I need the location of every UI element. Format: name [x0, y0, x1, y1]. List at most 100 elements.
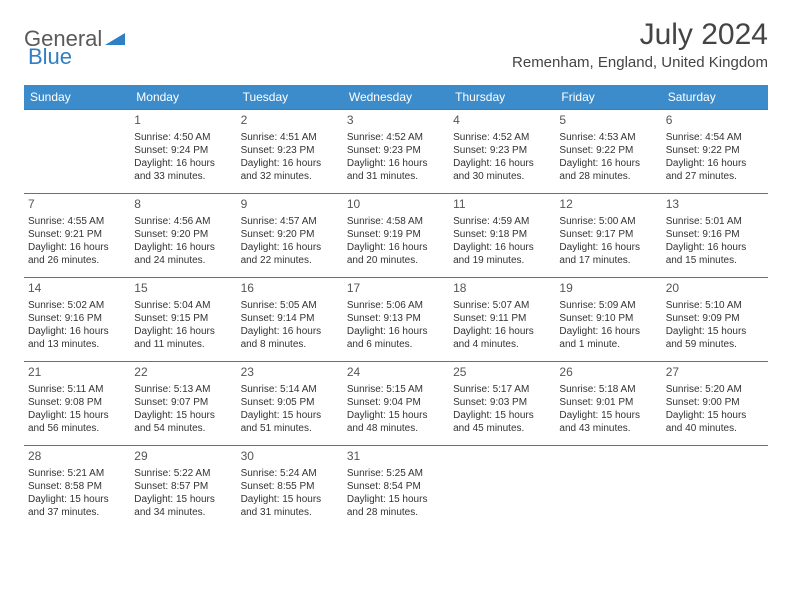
daylight-line: Daylight: 16 hours and 6 minutes.	[347, 325, 445, 351]
sunrise-line: Sunrise: 4:53 AM	[559, 131, 657, 144]
calendar-cell	[24, 110, 130, 194]
sunrise-line: Sunrise: 4:50 AM	[134, 131, 232, 144]
sunrise-line: Sunrise: 5:02 AM	[28, 299, 126, 312]
day-number: 18	[453, 281, 551, 297]
daylight-line: Daylight: 16 hours and 20 minutes.	[347, 241, 445, 267]
daylight-line: Daylight: 16 hours and 13 minutes.	[28, 325, 126, 351]
calendar-cell: 29Sunrise: 5:22 AMSunset: 8:57 PMDayligh…	[130, 446, 236, 530]
calendar-cell: 20Sunrise: 5:10 AMSunset: 9:09 PMDayligh…	[662, 278, 768, 362]
sunset-line: Sunset: 9:14 PM	[241, 312, 339, 325]
calendar-cell: 2Sunrise: 4:51 AMSunset: 9:23 PMDaylight…	[237, 110, 343, 194]
calendar-row: 28 Sunrise: 5:21 AMSunset: 8:58 PM Dayligh…	[24, 446, 768, 530]
sunrise-line: Sunrise: 4:58 AM	[347, 215, 445, 228]
day-number: 19	[559, 281, 657, 297]
day-number: 20	[666, 281, 764, 297]
sunrise-line: Sunrise: 4:52 AM	[453, 131, 551, 144]
day-number: 28	[28, 449, 126, 465]
col-sun: Sunday	[24, 85, 130, 110]
day-number: 17	[347, 281, 445, 297]
sunset-line: Sunset: 9:19 PM	[347, 228, 445, 241]
sunset-line: Sunset: 9:23 PM	[453, 144, 551, 157]
sunset-line: Sunset: 9:01 PM	[559, 396, 657, 409]
sunset-line: Sunset: 8:54 PM	[347, 480, 445, 493]
sunrise-line: Sunrise: 5:25 AM	[347, 467, 445, 480]
page-header: General July 2024 Remenham, England, Uni…	[24, 18, 768, 71]
calendar-table: Sunday Monday Tuesday Wednesday Thursday…	[24, 85, 768, 530]
day-number: 3	[347, 113, 445, 129]
daylight-line: Daylight: 16 hours and 24 minutes.	[134, 241, 232, 267]
sunrise-line: Sunrise: 5:13 AM	[134, 383, 232, 396]
sunset-line: Sunset: 9:23 PM	[347, 144, 445, 157]
calendar-cell: 1Sunrise: 4:50 AMSunset: 9:24 PMDaylight…	[130, 110, 236, 194]
sunrise-line: Sunrise: 5:06 AM	[347, 299, 445, 312]
month-title: July 2024	[512, 18, 768, 52]
day-number: 31	[347, 449, 445, 465]
calendar-cell: 12Sunrise: 5:00 AMSunset: 9:17 PMDayligh…	[555, 194, 661, 278]
sunrise-line: Sunrise: 5:07 AM	[453, 299, 551, 312]
daylight-line: Daylight: 16 hours and 22 minutes.	[241, 241, 339, 267]
col-fri: Friday	[555, 85, 661, 110]
calendar-cell: 6Sunrise: 4:54 AMSunset: 9:22 PMDaylight…	[662, 110, 768, 194]
location-text: Remenham, England, United Kingdom	[512, 54, 768, 71]
sunset-line: Sunset: 9:20 PM	[241, 228, 339, 241]
day-number: 21	[28, 365, 126, 381]
calendar-cell: 8Sunrise: 4:56 AMSunset: 9:20 PMDaylight…	[130, 194, 236, 278]
daylight-line: Daylight: 16 hours and 27 minutes.	[666, 157, 764, 183]
calendar-cell: 5Sunrise: 4:53 AMSunset: 9:22 PMDaylight…	[555, 110, 661, 194]
day-number: 5	[559, 113, 657, 129]
day-number: 23	[241, 365, 339, 381]
sunset-line: Sunset: 9:08 PM	[28, 396, 126, 409]
sunrise-line: Sunrise: 5:14 AM	[241, 383, 339, 396]
day-number: 6	[666, 113, 764, 129]
calendar-row: 1Sunrise: 4:50 AMSunset: 9:24 PMDaylight…	[24, 110, 768, 194]
calendar-cell: 13Sunrise: 5:01 AMSunset: 9:16 PMDayligh…	[662, 194, 768, 278]
sunset-line: Sunset: 9:15 PM	[134, 312, 232, 325]
daylight-line: Daylight: 15 hours and 34 minutes.	[134, 493, 232, 519]
col-wed: Wednesday	[343, 85, 449, 110]
daylight-line: Daylight: 16 hours and 33 minutes.	[134, 157, 232, 183]
calendar-cell: 31Sunrise: 5:25 AMSunset: 8:54 PMDayligh…	[343, 446, 449, 530]
title-block: July 2024 Remenham, England, United King…	[512, 18, 768, 71]
sunset-line: Sunset: 9:16 PM	[28, 312, 126, 325]
day-number: 11	[453, 197, 551, 213]
calendar-cell: 21Sunrise: 5:11 AMSunset: 9:08 PMDayligh…	[24, 362, 130, 446]
sunrise-line: Sunrise: 4:52 AM	[347, 131, 445, 144]
sunset-line: Sunset: 9:09 PM	[666, 312, 764, 325]
day-number: 26	[559, 365, 657, 381]
sunrise-line: Sunrise: 5:21 AM	[28, 467, 126, 480]
calendar-cell	[449, 446, 555, 530]
calendar-cell	[555, 446, 661, 530]
sunrise-line: Sunrise: 5:18 AM	[559, 383, 657, 396]
sunrise-line: Sunrise: 5:17 AM	[453, 383, 551, 396]
sunrise-line: Sunrise: 5:00 AM	[559, 215, 657, 228]
day-number: 10	[347, 197, 445, 213]
calendar-cell: 17Sunrise: 5:06 AMSunset: 9:13 PMDayligh…	[343, 278, 449, 362]
col-tue: Tuesday	[237, 85, 343, 110]
day-number: 25	[453, 365, 551, 381]
calendar-cell: 28Sunrise: 5:21 AMSunset: 8:58 PMDayligh…	[24, 446, 130, 530]
day-number: 9	[241, 197, 339, 213]
sunset-line: Sunset: 9:18 PM	[453, 228, 551, 241]
calendar-cell: 16Sunrise: 5:05 AMSunset: 9:14 PMDayligh…	[237, 278, 343, 362]
sunrise-line: Sunrise: 5:09 AM	[559, 299, 657, 312]
sunset-line: Sunset: 9:10 PM	[559, 312, 657, 325]
sunset-line: Sunset: 9:17 PM	[559, 228, 657, 241]
sunset-line: Sunset: 9:24 PM	[134, 144, 232, 157]
sunrise-line: Sunrise: 5:15 AM	[347, 383, 445, 396]
sunrise-line: Sunrise: 4:56 AM	[134, 215, 232, 228]
sunrise-line: Sunrise: 5:04 AM	[134, 299, 232, 312]
sunrise-line: Sunrise: 4:51 AM	[241, 131, 339, 144]
calendar-cell: 24Sunrise: 5:15 AMSunset: 9:04 PMDayligh…	[343, 362, 449, 446]
sunset-line: Sunset: 9:05 PM	[241, 396, 339, 409]
day-number: 22	[134, 365, 232, 381]
calendar-row: 7Sunrise: 4:55 AMSunset: 9:21 PMDaylight…	[24, 194, 768, 278]
calendar-cell: 18Sunrise: 5:07 AMSunset: 9:11 PMDayligh…	[449, 278, 555, 362]
sunset-line: Sunset: 9:21 PM	[28, 228, 126, 241]
day-number: 4	[453, 113, 551, 129]
day-number: 27	[666, 365, 764, 381]
daylight-line: Daylight: 15 hours and 31 minutes.	[241, 493, 339, 519]
calendar-cell: 19Sunrise: 5:09 AMSunset: 9:10 PMDayligh…	[555, 278, 661, 362]
calendar-cell	[662, 446, 768, 530]
sunset-line: Sunset: 8:58 PM	[28, 480, 126, 493]
sunrise-line: Sunrise: 5:11 AM	[28, 383, 126, 396]
